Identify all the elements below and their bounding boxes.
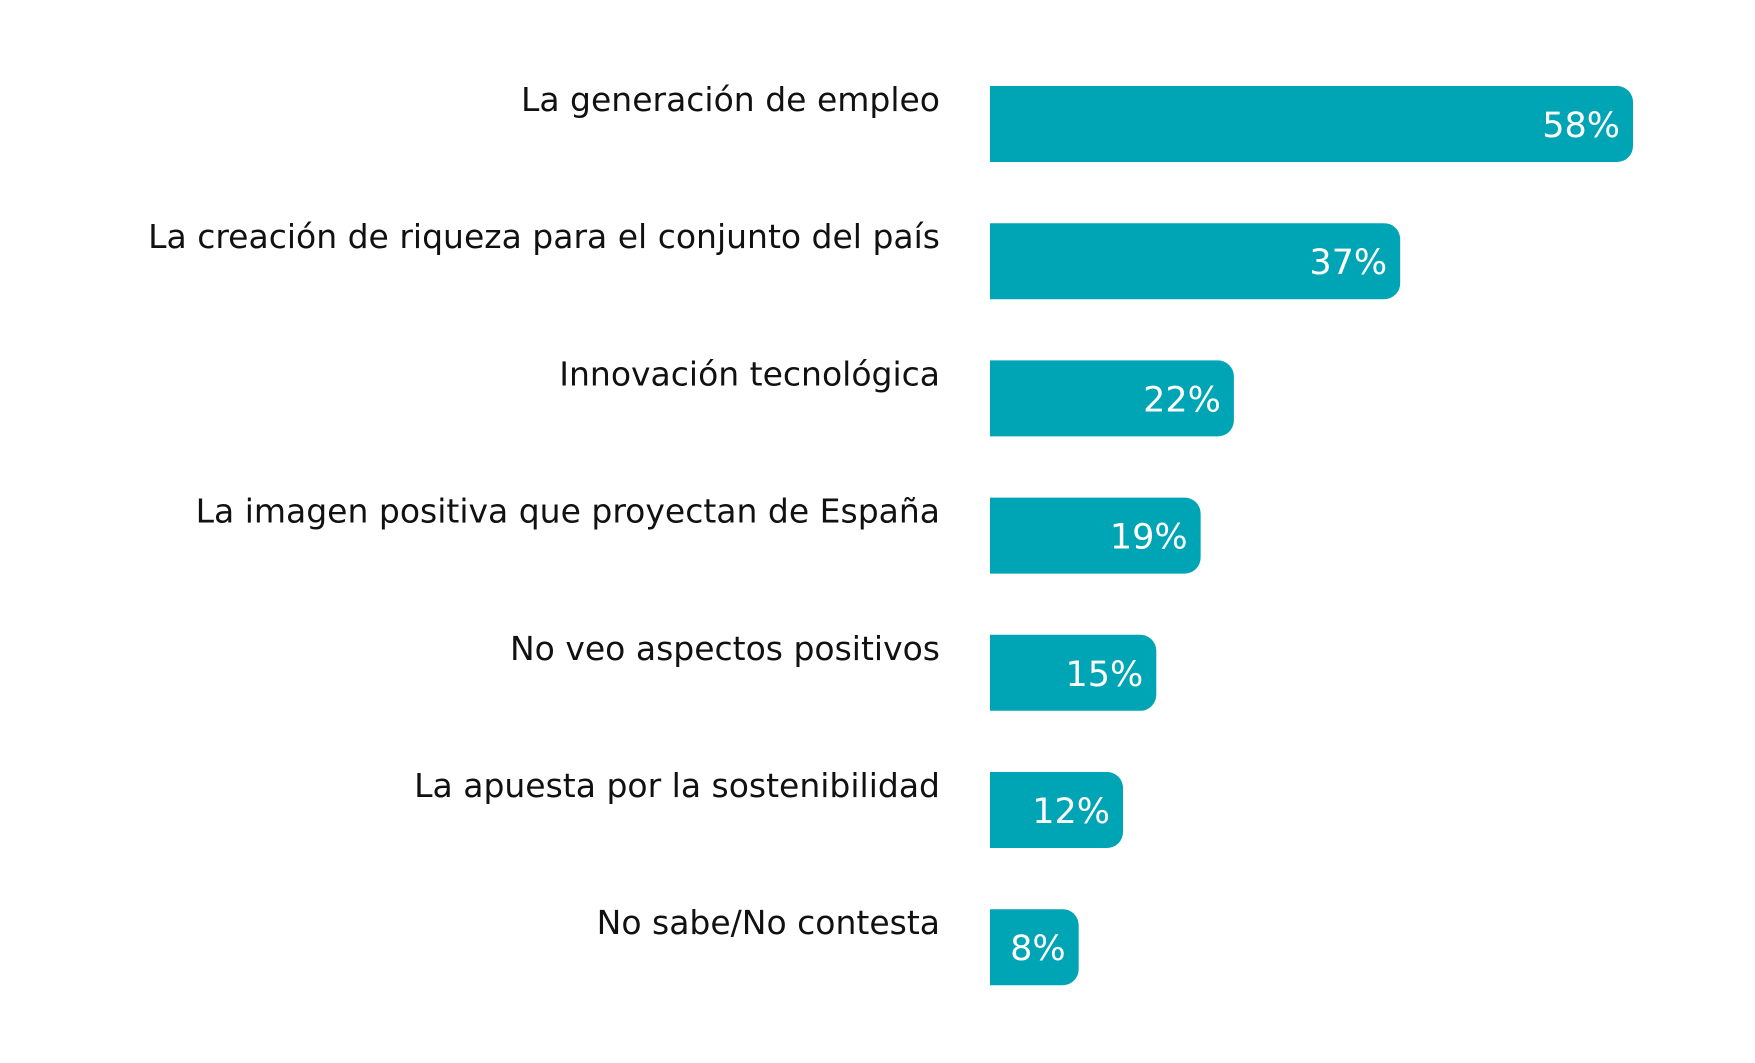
bar <box>990 634 1157 711</box>
bar-row: La creación de riqueza para el conjunto … <box>148 217 1401 300</box>
bar <box>990 360 1234 437</box>
bar <box>990 223 1401 300</box>
category-label: No veo aspectos positivos <box>510 629 940 668</box>
value-label: 8% <box>1010 929 1066 969</box>
value-label: 22% <box>1143 380 1221 420</box>
category-label: La creación de riqueza para el conjunto … <box>148 217 940 256</box>
value-label: 37% <box>1309 243 1387 283</box>
bar-row: No veo aspectos positivos 15% <box>510 629 1157 711</box>
category-label: La generación de empleo <box>521 80 940 119</box>
bar-row: La apuesta por la sostenibilidad 12% <box>414 766 1124 848</box>
category-label: La apuesta por la sostenibilidad <box>414 766 940 805</box>
category-label: La imagen positiva que proyectan de Espa… <box>196 492 940 531</box>
bar-row: La generación de empleo 58% <box>521 80 1633 162</box>
bar <box>990 497 1201 574</box>
category-label: Innovación tecnológica <box>559 354 940 393</box>
value-label: 19% <box>1110 518 1188 558</box>
bar <box>990 909 1079 986</box>
bar <box>990 86 1633 162</box>
bar-row: La imagen positiva que proyectan de Espa… <box>196 492 1201 574</box>
bar <box>990 772 1124 848</box>
value-label: 58% <box>1542 106 1620 146</box>
bar-row: Innovación tecnológica 22% <box>559 354 1234 437</box>
value-label: 15% <box>1065 655 1143 695</box>
value-label: 12% <box>1032 792 1110 832</box>
category-label: No sabe/No contesta <box>597 903 940 942</box>
bar-row: No sabe/No contesta 8% <box>597 903 1079 986</box>
